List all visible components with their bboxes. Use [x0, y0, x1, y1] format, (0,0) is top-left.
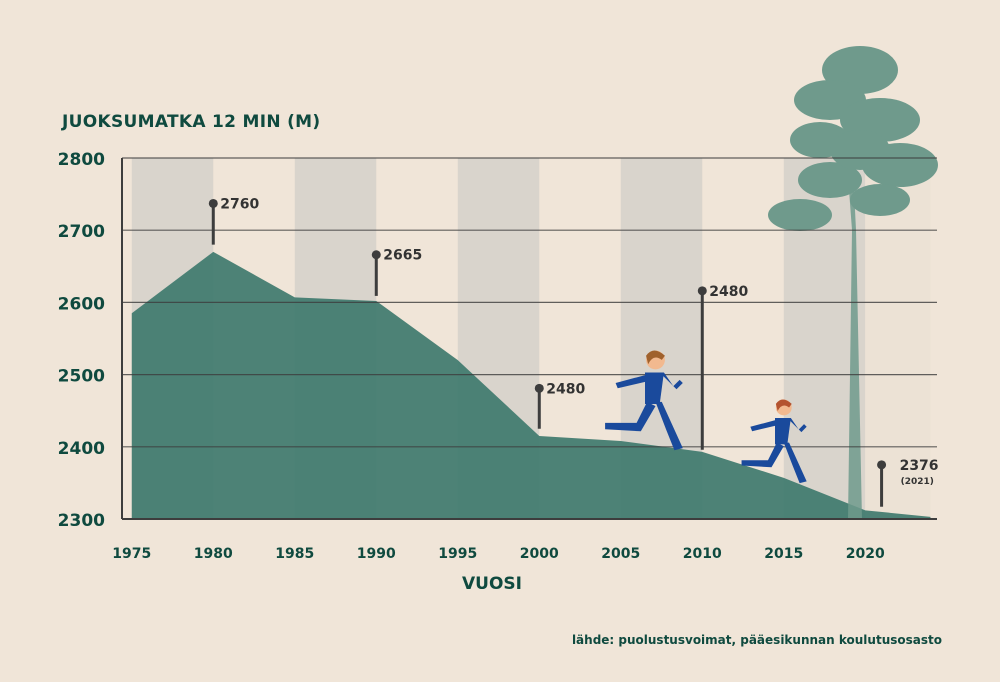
- y-axis-title: JUOKSUMATKA 12 MIN (M): [62, 112, 321, 132]
- tree-illustration: [768, 46, 938, 520]
- x-tick-label: 1975: [112, 546, 151, 562]
- annotation-pin-head: [877, 460, 887, 470]
- y-tick-label: 2300: [58, 511, 105, 531]
- annotation-pin-head: [697, 286, 707, 296]
- annotation-sublabel: (2021): [901, 477, 934, 487]
- x-tick-label: 1985: [275, 546, 314, 562]
- y-tick-label: 2600: [58, 294, 105, 314]
- runner-torso: [775, 418, 791, 445]
- annotation-label: 2665: [383, 248, 422, 264]
- x-tick-label: 1990: [357, 546, 396, 562]
- y-tick-label: 2500: [58, 367, 105, 387]
- female-runner: [741, 399, 807, 484]
- x-tick-label: 2020: [846, 546, 885, 562]
- x-tick-label: 2000: [520, 546, 559, 562]
- x-tick-label: 2015: [764, 546, 803, 562]
- x-tick-label: 2010: [683, 546, 722, 562]
- runner-torso: [645, 372, 664, 404]
- tree-foliage: [850, 184, 910, 216]
- runner-legs: [741, 442, 807, 484]
- y-tick-label: 2700: [58, 222, 105, 242]
- plot-end-band: [865, 158, 931, 519]
- y-tick-label: 2800: [58, 150, 105, 170]
- male-runner: [605, 350, 683, 451]
- source-note: lähde: puolustusvoimat, pääesikunnan kou…: [571, 633, 942, 647]
- x-tick-label: 1995: [438, 546, 477, 562]
- x-tick-label: 1980: [194, 546, 233, 562]
- tree-foliage: [798, 162, 862, 198]
- runner-legs: [605, 401, 683, 451]
- annotation-pin-head: [371, 250, 381, 260]
- annotation-label: 2480: [709, 284, 748, 300]
- x-axis-title: VUOSI: [462, 574, 522, 594]
- runner-hair: [775, 399, 792, 411]
- tree-foliage: [830, 130, 890, 170]
- y-tick-label: 2400: [58, 439, 105, 459]
- tree-foliage: [768, 199, 832, 231]
- area-series: [131, 251, 931, 520]
- x-tick-label: 2005: [601, 546, 640, 562]
- runner-hair: [646, 350, 665, 365]
- tree-trunk: [846, 150, 862, 520]
- annotation-label: 2760: [220, 196, 259, 212]
- annotation-label: 2480: [546, 381, 585, 397]
- runner-arms: [615, 372, 683, 390]
- annotation-pin-head: [208, 198, 218, 208]
- annotation-label: 2376: [900, 458, 939, 474]
- annotation-pin-head: [534, 383, 544, 393]
